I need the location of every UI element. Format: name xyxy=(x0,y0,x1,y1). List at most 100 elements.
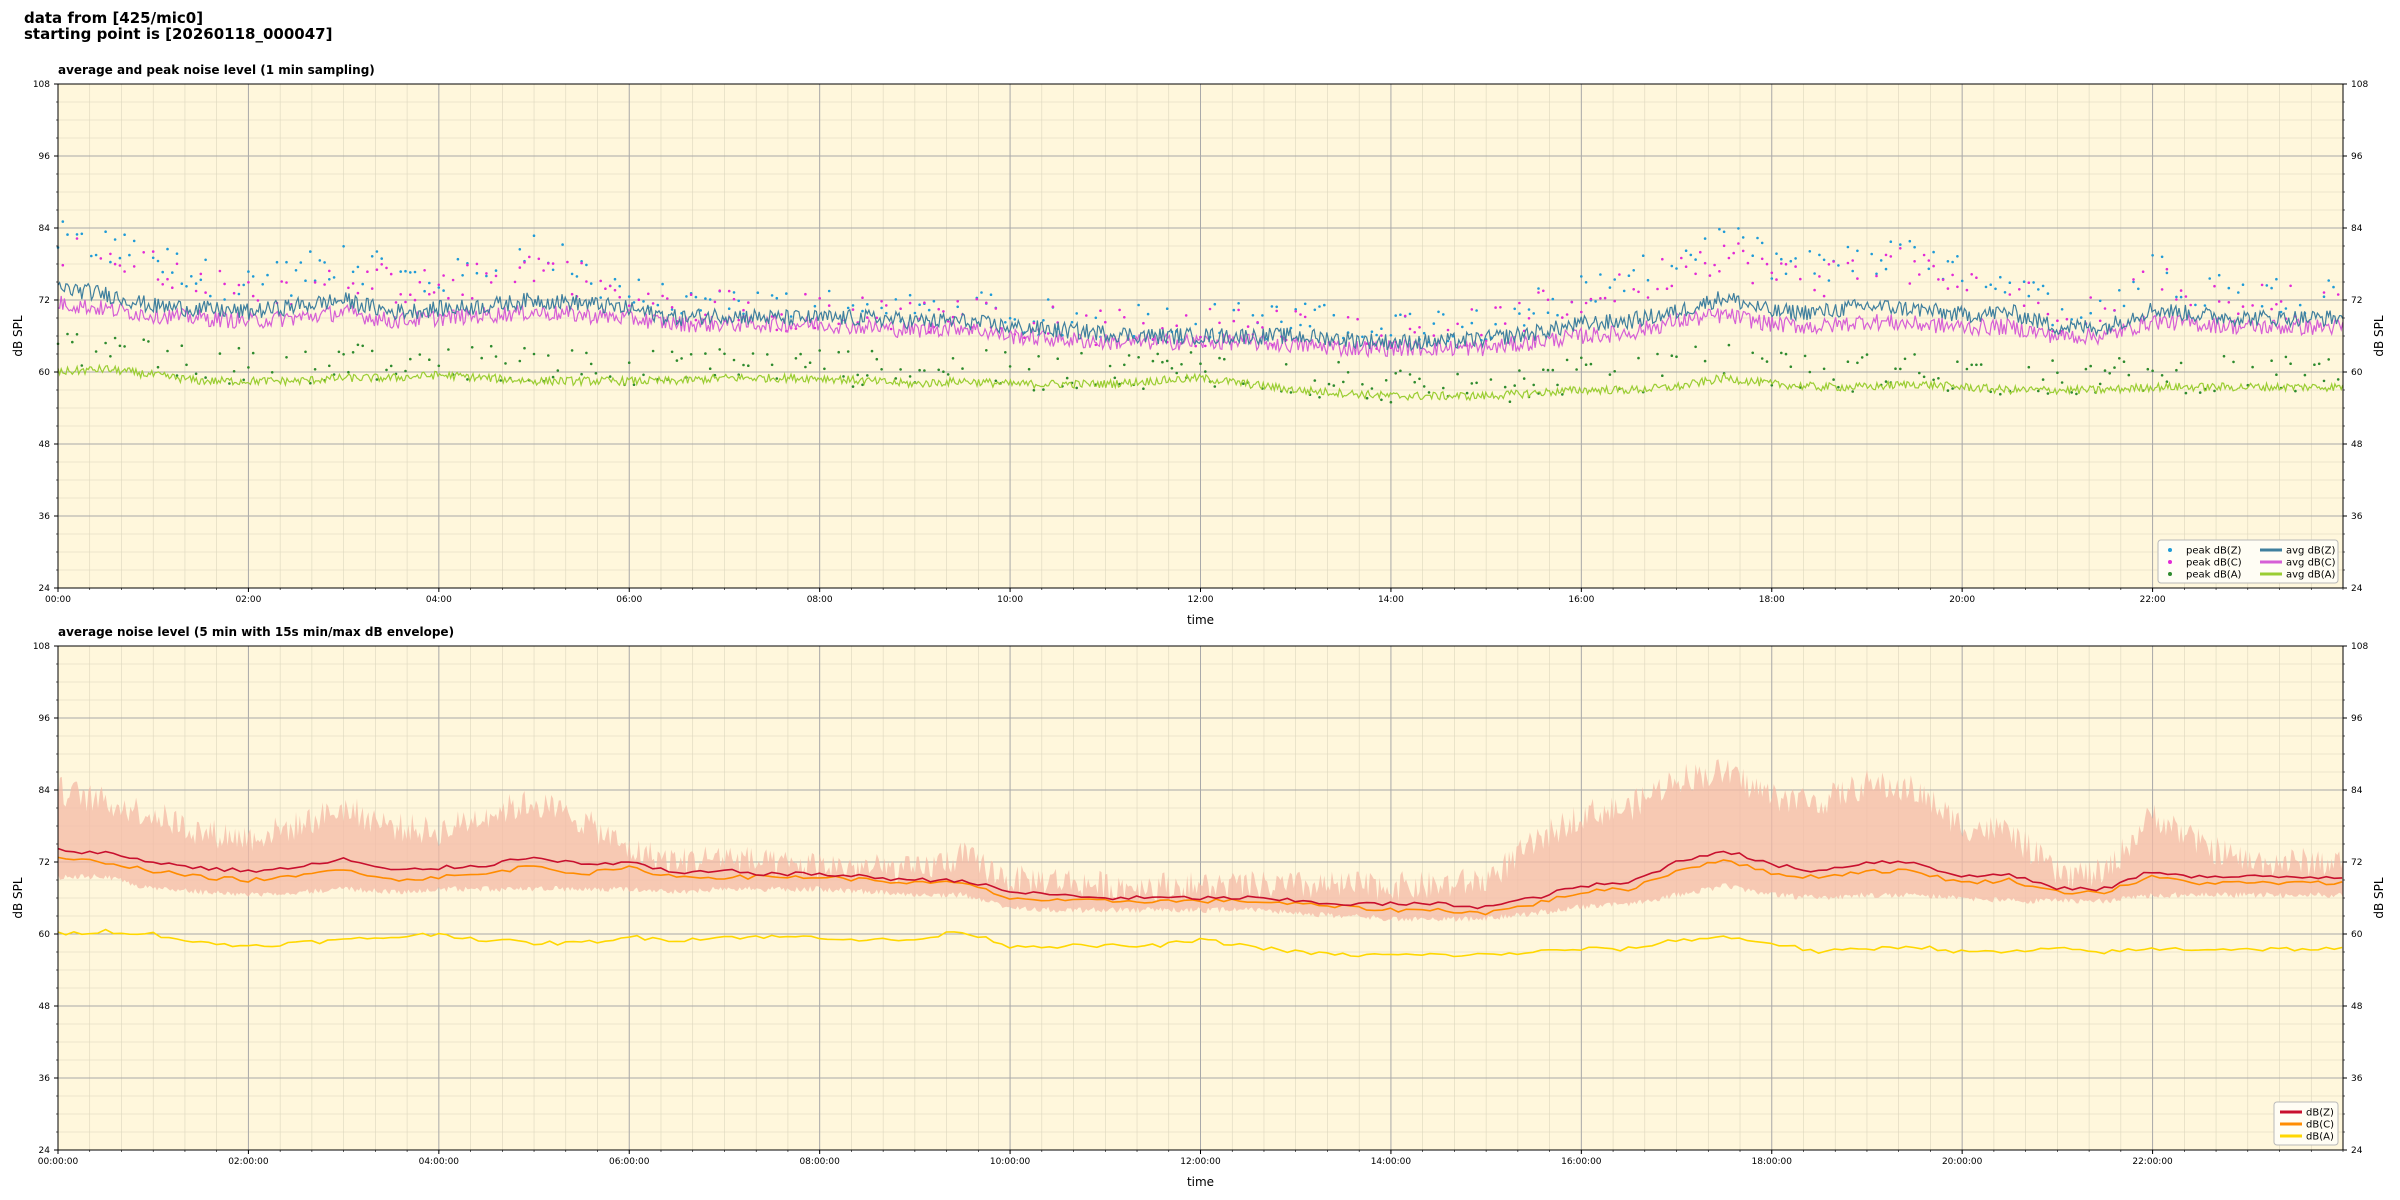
data-point xyxy=(1175,324,1178,328)
data-point xyxy=(1932,378,1935,382)
data-point xyxy=(380,263,384,266)
data-point xyxy=(1056,357,1059,361)
data-point xyxy=(642,300,645,303)
data-point xyxy=(1775,278,1778,281)
data-point xyxy=(1808,250,1812,253)
data-point xyxy=(566,260,569,264)
data-point xyxy=(2051,323,2054,327)
data-point xyxy=(1175,371,1178,375)
data-point xyxy=(337,350,341,354)
data-point xyxy=(1380,398,1383,402)
data-point xyxy=(351,351,355,354)
data-point xyxy=(823,367,826,371)
data-point xyxy=(856,373,859,377)
data-point xyxy=(608,375,612,378)
data-point xyxy=(661,294,664,298)
envelope-band xyxy=(58,759,2343,922)
data-point xyxy=(1632,269,1635,272)
data-point xyxy=(2008,281,2012,285)
data-point xyxy=(851,304,855,307)
data-point xyxy=(2089,296,2092,299)
data-point xyxy=(1042,319,1045,322)
y-tick-label: 36 xyxy=(39,1074,51,1084)
y-tick-label-right: 96 xyxy=(2351,714,2363,724)
data-point xyxy=(942,370,945,374)
data-point xyxy=(2251,365,2254,369)
data-point xyxy=(470,297,474,300)
series-line-avg-db-a- xyxy=(57,363,2344,402)
data-point xyxy=(485,274,488,278)
data-point xyxy=(627,304,631,308)
data-point xyxy=(1256,321,1259,324)
data-point xyxy=(1937,377,1940,380)
data-point xyxy=(1546,311,1550,315)
x-tick-label: 06:00 xyxy=(616,595,642,605)
data-point xyxy=(1975,276,1978,280)
data-point xyxy=(75,333,79,336)
data-point xyxy=(580,261,583,265)
data-point xyxy=(1261,326,1264,329)
data-point xyxy=(237,283,241,287)
data-point xyxy=(1470,382,1474,385)
data-point xyxy=(1027,367,1031,371)
data-point xyxy=(785,292,788,295)
legend: dB(Z)dB(C)dB(A) xyxy=(2273,1101,2339,1146)
data-point xyxy=(1618,273,1621,276)
data-point xyxy=(1522,377,1526,380)
data-point xyxy=(94,350,98,353)
data-point xyxy=(1956,285,1959,289)
data-point xyxy=(2232,360,2235,364)
data-point xyxy=(694,318,698,322)
data-point xyxy=(1670,354,1674,358)
data-point xyxy=(2084,367,2088,371)
data-point xyxy=(161,270,164,274)
legend-label: peak dB(Z) xyxy=(2186,546,2242,557)
data-point xyxy=(75,237,79,240)
data-point xyxy=(1346,371,1350,374)
data-point xyxy=(80,364,84,367)
y-tick-label-right: 36 xyxy=(2351,512,2363,522)
data-point xyxy=(1108,364,1112,368)
data-point xyxy=(342,245,345,248)
data-point xyxy=(1046,332,1050,335)
data-point xyxy=(1703,261,1707,265)
data-point xyxy=(1046,298,1050,301)
x-tick-label: 00:00:00 xyxy=(38,1157,79,1167)
data-point xyxy=(737,299,740,303)
data-point xyxy=(2303,373,2307,377)
data-point xyxy=(1675,267,1678,270)
data-point xyxy=(1380,327,1383,331)
data-point xyxy=(261,283,265,286)
data-point xyxy=(661,282,664,286)
data-point xyxy=(409,357,412,361)
data-point xyxy=(666,297,669,300)
data-point xyxy=(1956,254,1959,258)
y-tick-label-right: 48 xyxy=(2351,440,2363,450)
data-point xyxy=(2046,292,2050,295)
data-point xyxy=(1951,387,1954,390)
data-point xyxy=(2265,284,2269,287)
data-point xyxy=(651,302,655,305)
data-point xyxy=(1856,249,1859,253)
data-point xyxy=(1503,385,1507,389)
data-point xyxy=(1784,262,1788,266)
data-point xyxy=(594,372,598,375)
data-point xyxy=(1280,320,1283,324)
data-point xyxy=(242,283,245,287)
data-point xyxy=(685,295,688,298)
data-point xyxy=(318,259,322,262)
data-point xyxy=(409,293,412,297)
data-point xyxy=(1499,306,1502,309)
data-point xyxy=(570,349,574,352)
data-point xyxy=(1442,386,1445,390)
data-point xyxy=(1589,297,1593,301)
data-point xyxy=(1694,258,1697,261)
data-point xyxy=(494,274,498,278)
data-point xyxy=(251,294,255,298)
data-point xyxy=(1475,381,1478,385)
data-point xyxy=(475,271,479,275)
data-point xyxy=(1827,279,1831,282)
data-point xyxy=(194,372,198,376)
x-tick-label: 16:00:00 xyxy=(1561,1157,1602,1167)
data-point xyxy=(1394,372,1397,375)
